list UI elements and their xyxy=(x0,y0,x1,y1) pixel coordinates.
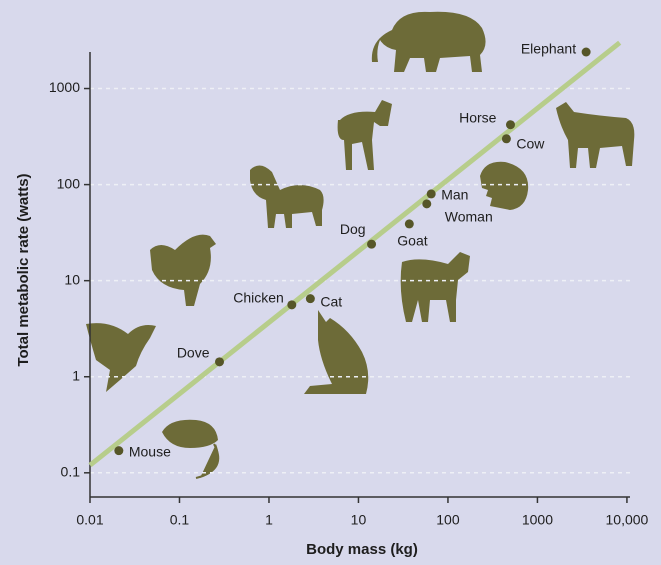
horse-silhouette xyxy=(337,100,392,170)
animal-silhouettes xyxy=(86,11,635,479)
point-label: Horse xyxy=(459,109,497,125)
data-point xyxy=(501,134,511,144)
y-tick-label: 10 xyxy=(64,271,80,287)
head-silhouette xyxy=(480,161,529,210)
point-label: Woman xyxy=(445,209,493,225)
point-label: Mouse xyxy=(129,443,171,459)
x-tick-label: 0.1 xyxy=(170,512,190,528)
trend-line xyxy=(88,40,622,468)
point-label: Man xyxy=(441,187,468,203)
point-label: Dove xyxy=(177,345,210,361)
x-tick-label: 1 xyxy=(265,512,273,528)
x-tick-label: 0.01 xyxy=(76,512,103,528)
data-point xyxy=(404,219,414,229)
data-point xyxy=(215,357,225,367)
data-point xyxy=(305,294,315,304)
x-axis-title: Body mass (kg) xyxy=(306,541,418,558)
rat-tail xyxy=(195,443,220,479)
dog-silhouette xyxy=(250,165,324,228)
point-label: Cow xyxy=(516,135,545,151)
chicken-silhouette xyxy=(150,234,216,306)
x-tick-label: 10 xyxy=(351,512,367,528)
cat-silhouette xyxy=(304,310,369,394)
data-point xyxy=(367,239,377,249)
point-label: Goat xyxy=(397,233,427,249)
elephant-silhouette xyxy=(371,11,486,73)
point-label: Dog xyxy=(340,221,366,237)
bird-silhouette xyxy=(86,323,156,392)
y-tick-label: 0.1 xyxy=(61,464,81,480)
data-point xyxy=(426,189,436,199)
y-tick-label: 1000 xyxy=(49,79,80,95)
x-tick-label: 1000 xyxy=(522,512,553,528)
data-point xyxy=(114,446,124,456)
y-tick-label: 1 xyxy=(72,367,80,383)
cow-silhouette xyxy=(556,102,635,168)
goat-silhouette xyxy=(400,252,470,322)
y-axis-title: Total metabolic rate (watts) xyxy=(15,173,32,366)
rat-silhouette xyxy=(162,419,219,478)
data-point xyxy=(581,47,591,57)
x-tick-label: 100 xyxy=(436,512,460,528)
data-point xyxy=(422,199,432,209)
y-tick-label: 100 xyxy=(57,175,81,191)
point-label: Elephant xyxy=(521,41,576,57)
data-point xyxy=(505,120,515,130)
x-tick-label: 10,000 xyxy=(606,512,649,528)
point-label: Cat xyxy=(320,293,342,309)
data-point xyxy=(287,300,297,310)
point-label: Chicken xyxy=(233,290,284,306)
